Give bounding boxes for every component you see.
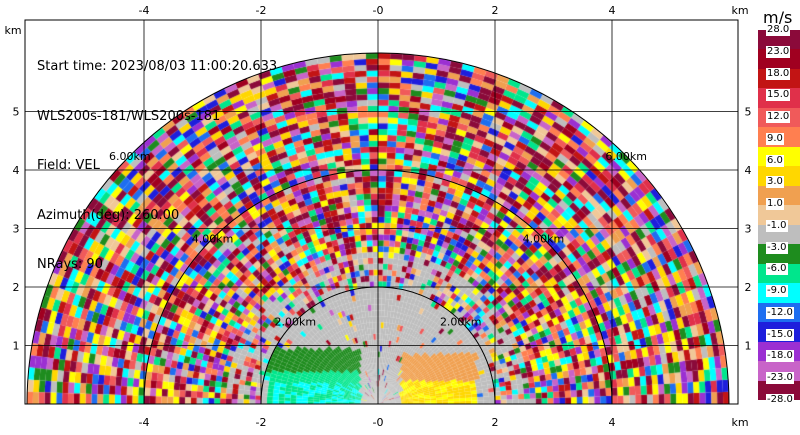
range-ring (260, 286, 496, 405)
colorbar-tick-label: 1.0 (766, 198, 784, 211)
y-tick-label-left: 3 (13, 223, 20, 236)
y-tick-label-left: 4 (13, 164, 20, 177)
colorbar-tick-label: -1.0 (766, 219, 788, 232)
range-ring-label: 4.00km (523, 233, 565, 246)
x-tick-label-top: -2 (256, 4, 267, 17)
axis-unit-label: km (731, 416, 748, 429)
colorbar: 28.0 23.0 18.0 15.0 12.0 9.0 6.0 3.0 1.0 -1.0 -3.0… (758, 24, 800, 406)
colorbar-tick-label: 18.0 (766, 67, 791, 80)
axis-unit-label: km (4, 24, 21, 37)
range-ring-label: 2.00km (440, 315, 482, 328)
y-tick-label-left: 5 (13, 106, 20, 119)
range-ring-label: 4.00km (192, 233, 234, 246)
scan-info-block: Start time: 2023/08/03 11:00:20.633 WLS2… (37, 26, 277, 290)
x-tick-label-bottom: 4 (609, 416, 616, 429)
colorbar-title: m/s (763, 8, 793, 27)
start-time-text: Start time: 2023/08/03 11:00:20.633 (37, 59, 278, 74)
instrument-text: WLS200s-181/WLS200s-181 (37, 108, 221, 124)
colorbar-tick-label: -28.0 (766, 394, 794, 406)
colorbar-tick-label: -12.0 (766, 306, 794, 319)
colorbar-tick-label: -9.0 (766, 285, 788, 298)
y-tick-label-right: 5 (745, 106, 752, 119)
colorbar-tick-label: 15.0 (766, 89, 791, 102)
colorbar-tick-label: 6.0 (766, 154, 784, 167)
colorbar-tick-label: 3.0 (766, 176, 784, 189)
x-tick-label-bottom: 2 (492, 416, 499, 429)
x-tick-label-top: -0 (373, 4, 384, 17)
colorbar-tick-label: -6.0 (766, 263, 788, 276)
nrays-text: NRays: 90 (37, 257, 103, 272)
x-tick-label-top: 2 (492, 4, 499, 17)
x-tick-label-top: -4 (139, 4, 150, 17)
y-tick-label-left: 2 (13, 281, 20, 294)
plot-frame (24, 19, 739, 405)
range-ring (26, 52, 730, 405)
range-ring-label: 2.00km (274, 315, 316, 328)
x-tick-label-bottom: -0 (373, 416, 384, 429)
y-tick-label-right: 3 (745, 223, 752, 236)
range-ring (143, 169, 613, 405)
colorbar-tick-label: 23.0 (766, 45, 791, 58)
colorbar-tick-label: 9.0 (766, 132, 784, 145)
y-tick-label-right: 1 (745, 340, 752, 353)
range-ring-label: 6.00km (109, 150, 151, 163)
x-tick-label-bottom: -4 (139, 416, 150, 429)
y-tick-label-right: 4 (745, 164, 752, 177)
colorbar-tick-label: -15.0 (766, 328, 794, 341)
colorbar-tick-label: -23.0 (766, 372, 794, 385)
x-tick-label-bottom: -2 (256, 416, 267, 429)
range-ring-label: 6.00km (605, 150, 647, 163)
y-tick-label-right: 2 (745, 281, 752, 294)
colorbar-tick-label: -18.0 (766, 350, 794, 363)
axis-unit-label: km (731, 4, 748, 17)
field-text: Field: VEL (37, 158, 100, 173)
y-tick-label-left: 1 (13, 340, 20, 353)
x-tick-label-top: 4 (609, 4, 616, 17)
colorbar-tick-label: 12.0 (766, 111, 791, 124)
colorbar-tick-label: -3.0 (766, 241, 788, 254)
azimuth-text: Azimuth(deg): 260.00 (37, 207, 180, 223)
colorbar-tick-label: 28.0 (766, 24, 791, 36)
